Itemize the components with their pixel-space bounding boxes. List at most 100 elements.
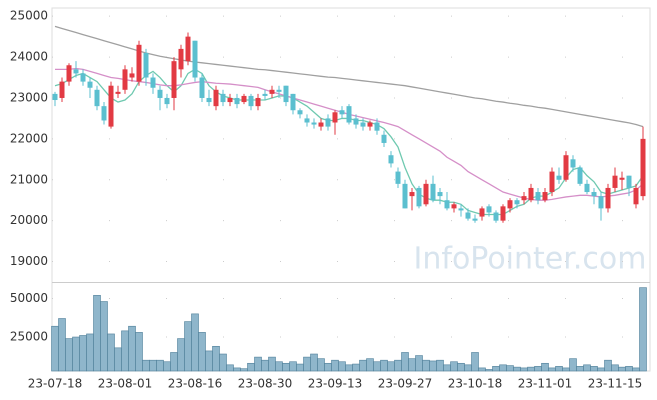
moving-average-line [54,25,644,128]
volume-bar [100,301,108,372]
candle-body [458,208,464,211]
y-tick-label: 21000 [10,172,48,186]
candle-body [80,73,86,82]
volume-bar [618,366,626,372]
volume-bar [268,356,276,372]
volume-bar [184,321,192,372]
candle-body [157,89,163,98]
candle-body [199,77,205,98]
volume-bar [548,367,556,372]
volume-bar [387,361,395,372]
candle-body [192,40,198,78]
candle-body [500,206,506,221]
volume-bar [261,359,269,372]
volume-bar [331,359,339,372]
candle-body [542,192,548,201]
volume-bar [457,362,465,372]
candle-body [577,167,583,184]
volume-bar [338,361,346,372]
volume-bar [275,361,283,372]
candle-body [213,89,219,107]
candle-body [122,69,128,90]
moving-average-line [54,68,644,216]
volume-bar [114,347,122,372]
candle-body [178,48,184,70]
y-tick-label: 25000 [10,9,48,23]
volume-bar [492,366,500,372]
candle-body [549,171,555,193]
volume-bar [177,338,185,372]
candle-body [150,77,156,88]
volume-bar [282,362,290,372]
volume-bar [86,333,94,372]
volume-bar [597,367,605,372]
volume-bar [415,355,423,372]
y-tick-label: 22000 [10,131,48,145]
candle-body [619,177,625,180]
volume-bar [212,345,220,372]
candle-body [563,155,569,180]
candle-body [472,218,478,221]
candle-body [115,91,121,94]
x-tick-label: 23-11-01 [518,377,572,391]
volume-bar [408,358,416,372]
candle-body [220,93,226,103]
candle-body [381,134,387,143]
candle-body [626,175,632,188]
candle-body [171,61,177,98]
volume-bar [191,313,199,372]
volume-bar [135,332,143,372]
volume-bar [583,364,591,372]
candle-body [374,122,380,131]
candle-body [430,183,436,201]
volume-bar [72,336,80,372]
candle-body [514,200,520,205]
y-tick-label: 20000 [10,213,48,227]
candle-body [360,122,366,127]
candle-body [129,73,135,78]
candle-body [465,212,471,219]
candle-body [556,175,562,180]
candle-body [423,183,429,205]
volume-bar [569,358,577,372]
volume-bar [198,332,206,372]
x-tick-label: 23-09-13 [308,377,362,391]
volume-bar [632,367,640,372]
volume-bar [352,363,360,372]
volume-bar [156,359,164,372]
volume-bar [499,364,507,372]
candle-body [283,85,289,103]
y-tick-label: 50000 [10,291,48,305]
volume-bar [443,364,451,372]
plot-frame [51,7,651,372]
candle-body [339,110,345,115]
candle-body [633,187,639,205]
volume-bar [65,338,73,372]
candle-body [143,52,149,78]
candle-body [185,36,191,62]
volume-bar [219,353,227,372]
candle-body [325,118,331,127]
volume-bar [604,359,612,372]
candle-body [437,192,443,197]
volume-bar [401,352,409,372]
candle-body [493,212,499,221]
volume-bar [513,366,521,372]
y-tick-label: 25000 [10,330,48,344]
volume-bar [520,367,528,372]
volume-bar [478,367,486,372]
candle-body [255,97,261,107]
volume-bar [555,366,563,372]
candle-body [402,183,408,209]
volume-bar [58,318,66,372]
candle-body [367,122,373,127]
volume-bar [506,365,514,372]
volume-bar [422,359,430,372]
candle-body [612,175,618,188]
volume-bar [205,350,213,372]
candle-body [269,89,275,94]
x-tick-label: 23-11-15 [588,377,642,391]
volume-bar [289,361,297,372]
y-tick-label: 19000 [10,254,48,268]
candle-body [318,122,324,127]
